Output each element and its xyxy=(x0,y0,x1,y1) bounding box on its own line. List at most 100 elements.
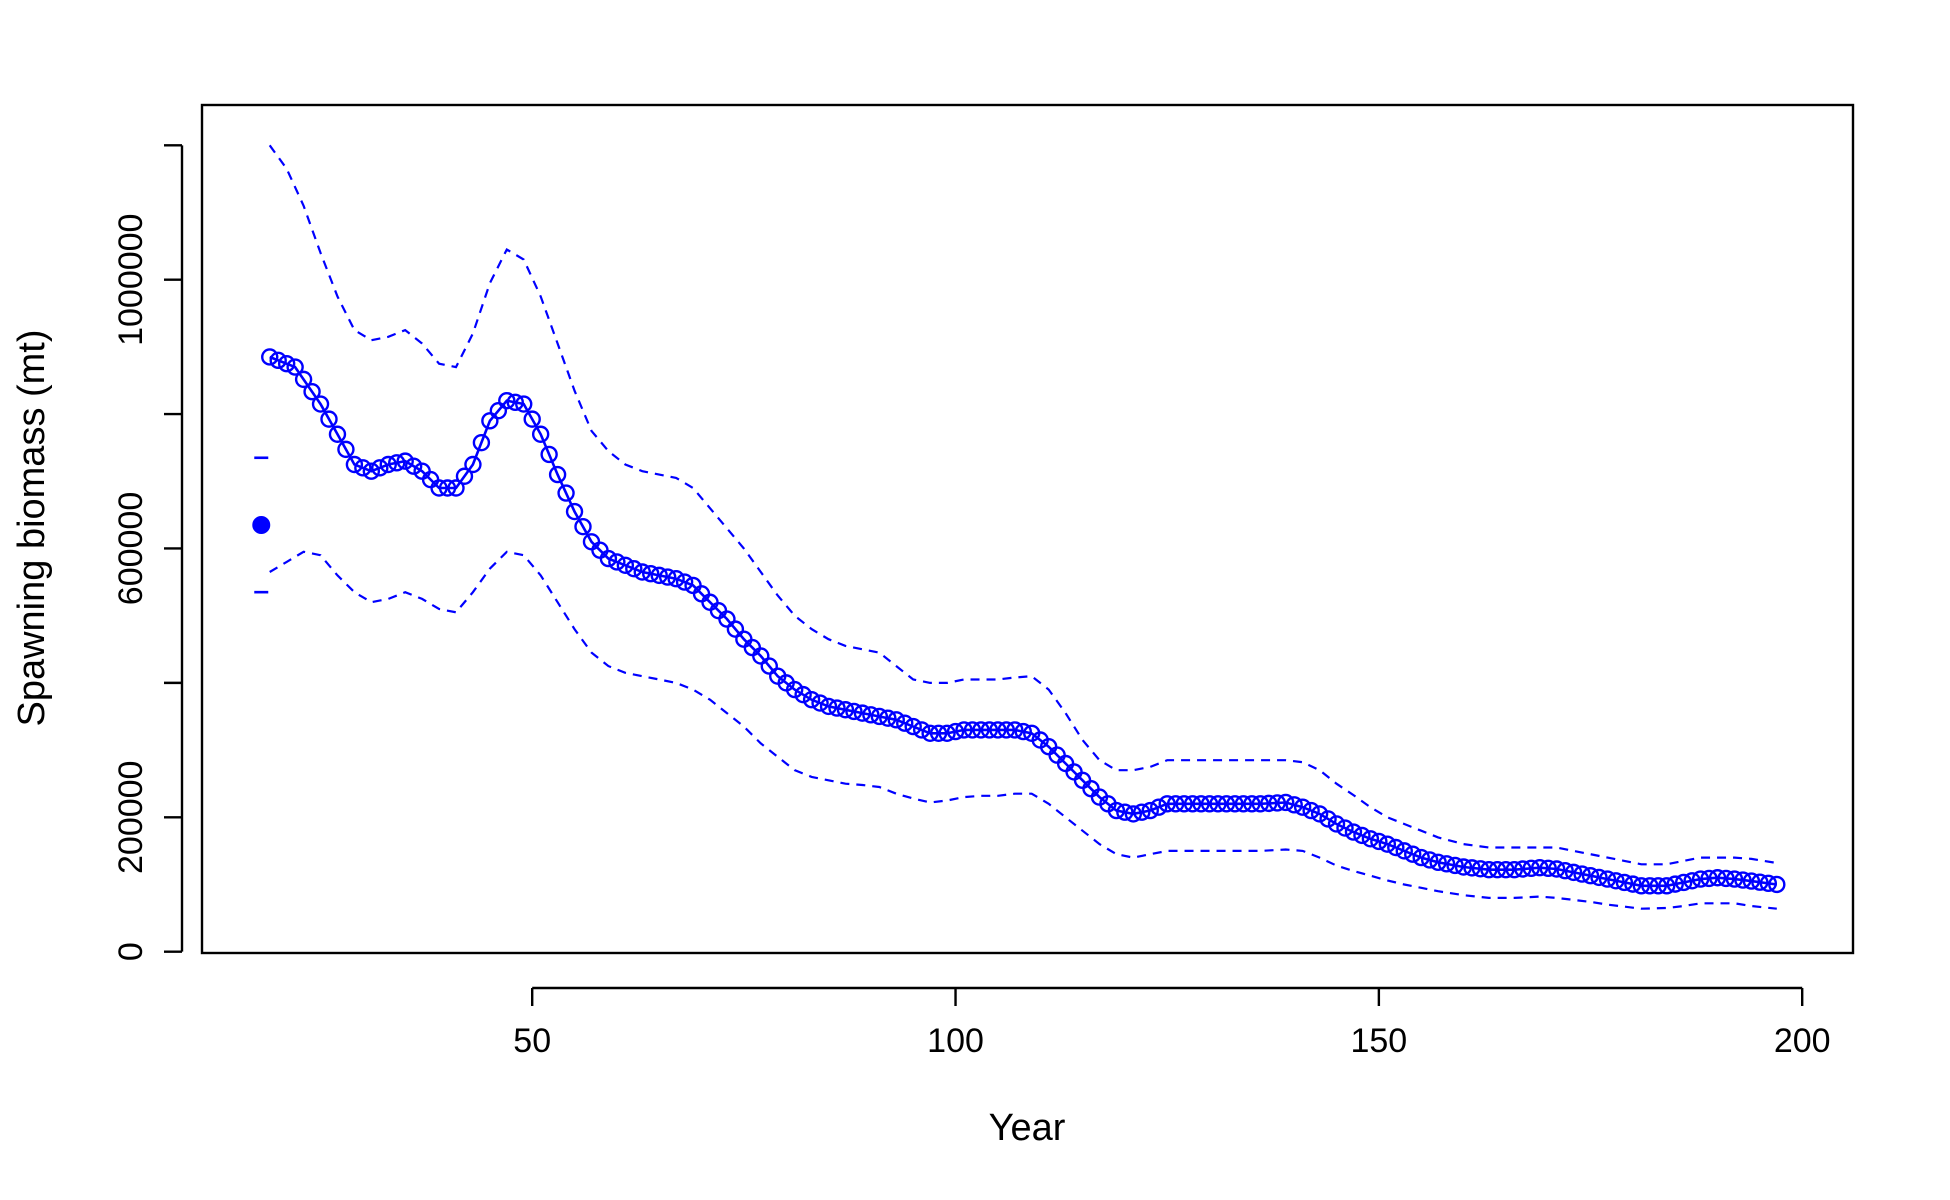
estimate-point xyxy=(912,721,931,739)
estimate-point xyxy=(1632,877,1651,895)
estimate-point xyxy=(540,445,558,464)
estimate-point xyxy=(354,459,372,477)
estimate-point xyxy=(752,647,770,665)
estimate-point xyxy=(1556,861,1574,880)
estimate-point xyxy=(1683,872,1701,890)
estimate-point xyxy=(1624,875,1642,893)
estimate-point xyxy=(1336,819,1354,837)
estimate-point xyxy=(980,721,999,739)
estimate-point xyxy=(989,721,1007,739)
estimate-point xyxy=(261,348,279,366)
estimate-point xyxy=(404,457,423,475)
estimate-point xyxy=(447,479,465,497)
estimate-point xyxy=(675,573,694,591)
estimate-point xyxy=(1488,860,1507,879)
estimate-point xyxy=(633,563,651,581)
estimate-point xyxy=(1573,865,1591,883)
estimate-point xyxy=(1454,858,1473,876)
estimate-point xyxy=(1192,795,1210,813)
virgin-biomass-point xyxy=(252,515,271,534)
estimate-point xyxy=(303,382,321,401)
estimate-point xyxy=(1497,860,1515,879)
estimate-point xyxy=(938,724,956,742)
estimate-point xyxy=(1378,835,1397,853)
estimate-point xyxy=(489,402,508,420)
estimate-point xyxy=(819,697,838,716)
estimate-point xyxy=(379,455,397,474)
estimate-point xyxy=(1514,860,1532,878)
estimate-point xyxy=(498,391,516,410)
estimate-point xyxy=(887,711,905,729)
estimate-point xyxy=(1759,874,1778,893)
estimate-point xyxy=(1471,860,1490,878)
estimate-point xyxy=(1395,842,1413,860)
upper-95-line xyxy=(268,144,1777,866)
estimate-point xyxy=(1522,859,1540,878)
estimate-point xyxy=(1751,873,1769,891)
estimate-point xyxy=(972,721,990,739)
estimate-point xyxy=(785,680,804,699)
estimate-line xyxy=(269,355,1777,888)
estimate-point xyxy=(997,721,1016,739)
estimate-point xyxy=(328,425,347,443)
estimate-point xyxy=(1429,853,1447,871)
estimate-point xyxy=(286,358,304,376)
estimate-point xyxy=(345,455,364,474)
estimate-point xyxy=(1734,871,1752,889)
estimate-point xyxy=(1370,832,1388,851)
y-tick-label: 1000000 xyxy=(112,214,150,346)
x-tick-label: 100 xyxy=(927,1022,984,1060)
estimate-point xyxy=(879,709,897,727)
estimate-point xyxy=(1183,795,1202,813)
estimate-point xyxy=(1217,795,1236,813)
estimate-point xyxy=(1539,859,1557,878)
estimate-point xyxy=(557,484,575,502)
estimate-point xyxy=(371,459,389,477)
estimate-point xyxy=(1014,722,1032,741)
estimate-point xyxy=(1133,803,1151,821)
estimate-point xyxy=(430,479,448,497)
estimate-point xyxy=(1404,845,1422,863)
estimate-point xyxy=(870,707,889,726)
estimate-point xyxy=(1150,798,1168,816)
estimate-point xyxy=(388,454,406,472)
estimate-point xyxy=(574,517,592,536)
estimate-point xyxy=(1717,869,1735,888)
estimate-point xyxy=(1437,855,1456,873)
estimate-point xyxy=(320,410,338,428)
estimate-point xyxy=(515,395,533,413)
x-tick-label: 200 xyxy=(1774,1022,1831,1060)
y-axis-title: Spawning biomass (mt) xyxy=(11,329,53,726)
y-axis: 0 200000 600000 1000000 xyxy=(112,144,184,961)
x-axis-title: Year xyxy=(989,1107,1066,1149)
estimate-point xyxy=(904,717,922,736)
estimate-point xyxy=(1547,860,1566,878)
estimate-point xyxy=(1310,805,1329,823)
estimate-point xyxy=(438,479,457,497)
estimate-point xyxy=(548,465,567,484)
estimate-point xyxy=(955,721,973,739)
estimate-point xyxy=(1480,860,1498,879)
estimate-point xyxy=(455,467,474,485)
estimate-point xyxy=(946,722,965,741)
estimate-point xyxy=(1260,794,1278,813)
estimate-point xyxy=(845,702,863,721)
estimate-point xyxy=(1742,872,1761,890)
x-tick-label: 150 xyxy=(1350,1022,1407,1060)
estimate-point xyxy=(1708,869,1727,887)
estimate-point xyxy=(269,351,287,370)
estimate-point xyxy=(1420,851,1439,869)
estimate-point xyxy=(1463,859,1481,877)
estimate-point xyxy=(963,721,982,739)
estimate-point xyxy=(650,566,668,585)
estimate-point xyxy=(1387,838,1405,857)
estimate-point xyxy=(1285,796,1303,814)
estimate-point xyxy=(1446,856,1464,875)
estimate-point xyxy=(1700,869,1718,888)
estimate-point xyxy=(862,706,880,724)
estimate-point xyxy=(828,699,846,717)
y-tick-label: 200000 xyxy=(112,761,150,874)
estimate-point xyxy=(896,714,914,732)
estimate-point xyxy=(1531,858,1549,877)
estimate-point xyxy=(794,685,812,704)
